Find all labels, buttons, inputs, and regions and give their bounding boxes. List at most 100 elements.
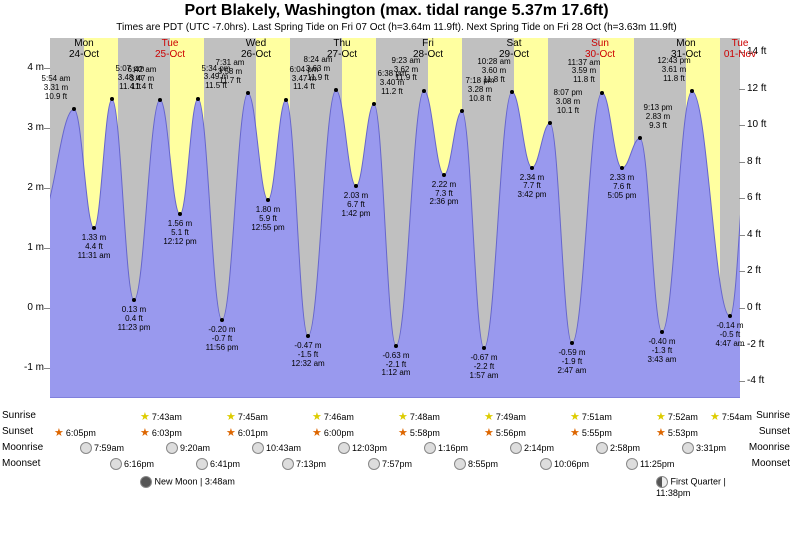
tide-point [548,121,552,125]
moonrise-label: Moonrise [2,442,43,453]
tide-label: -0.59 m-1.9 ft2:47 am [558,349,587,375]
tide-point [638,136,642,140]
tide-label: 2.22 m7.3 ft2:36 pm [430,181,459,207]
row-sunset-item: ★6:01pm [226,426,268,439]
tide-point [158,98,162,102]
y-axis-right-ft: -4 ft-2 ft0 ft2 ft4 ft6 ft8 ft10 ft12 ft… [743,38,793,398]
y-tick-m: 1 m [4,242,44,253]
row-sunrise-item: ★7:52am [656,410,698,423]
tide-label: 7:31 am3.58 m11.7 ft [216,59,245,85]
tide-label: 1.80 m5.9 ft12:55 pm [251,206,284,232]
row-sunrise-item: ★7:43am [140,410,182,423]
day-header: Mon24-Oct [41,38,127,60]
tide-label: 1.56 m5.1 ft12:12 pm [163,220,196,246]
moonset-label-r: Moonset [752,458,790,469]
tide-point [72,107,76,111]
tide-point [334,88,338,92]
tide-label: -0.47 m-1.5 ft12:32 am [291,342,324,368]
moon-phase-note: New Moon | 3:48am [140,476,235,488]
day-header: Wed26-Oct [213,38,299,60]
tide-label: 10:28 am3.60 m11.8 ft [477,58,510,84]
y-tick-ft: 4 ft [747,229,787,240]
tide-point [530,166,534,170]
tide-label: -0.63 m-2.1 ft1:12 am [382,352,411,378]
tide-label: 5:54 am3.31 m10.9 ft [42,75,71,101]
row-moonrise-item: 1:16pm [424,442,468,454]
sunrise-label-r: Sunrise [756,410,790,421]
row-moonset-item: 7:57pm [368,458,412,470]
day-header: Tue01-Nov [697,38,783,60]
tide-point [110,97,114,101]
sunrise-label: Sunrise [2,410,36,421]
tide-point [728,314,732,318]
tide-label: -0.67 m-2.2 ft1:57 am [470,354,499,380]
row-moonrise-item: 7:59am [80,442,124,454]
y-tick-ft: 10 ft [747,119,787,130]
row-sunset-item: ★5:56pm [484,426,526,439]
row-moonset-item: 6:41pm [196,458,240,470]
tide-point [394,344,398,348]
y-tick-ft: -4 ft [747,375,787,386]
chart-title: Port Blakely, Washington (max. tidal ran… [0,2,793,20]
tide-label: 0.13 m0.4 ft11:23 pm [118,306,151,332]
row-sunset-item: ★5:53pm [656,426,698,439]
row-sunrise-item: ★7:51am [570,410,612,423]
row-sunset-item: ★6:03pm [140,426,182,439]
row-sunrise-item: ★7:54am [710,410,752,423]
tide-point [600,91,604,95]
day-header: Tue25-Oct [127,38,213,60]
tide-label: 11:37 am3.59 m11.8 ft [568,59,601,85]
row-moonrise-item: 12:03pm [338,442,387,454]
row-sunset-item: ★5:58pm [398,426,440,439]
moonrise-label-r: Moonrise [749,442,790,453]
tide-label: 8:07 pm3.08 m10.1 ft [554,89,583,115]
tide-label: -0.20 m-0.7 ft11:56 pm [206,326,239,352]
tide-label: 2.34 m7.7 ft3:42 pm [518,174,547,200]
tide-label: 9:23 am3.62 m11.9 ft [392,57,421,83]
sunset-label-r: Sunset [759,426,790,437]
row-moonset-item: 7:13pm [282,458,326,470]
tide-chart: Port Blakely, Washington (max. tidal ran… [0,0,793,539]
tide-point [510,90,514,94]
tide-label: 2.03 m6.7 ft1:42 pm [342,192,371,218]
tide-label: 6:42 am3.47 m11.4 ft [128,66,157,92]
row-moonrise-item: 10:43am [252,442,301,454]
sunset-row: Sunset Sunset ★6:05pm★6:03pm★6:01pm★6:00… [50,426,740,440]
row-sunrise-item: ★7:48am [398,410,440,423]
tide-point [690,89,694,93]
chart-subtitle: Times are PDT (UTC -7.0hrs). Last Spring… [0,22,793,33]
tide-point [284,98,288,102]
tide-point [246,91,250,95]
tide-point [266,198,270,202]
tide-point [220,318,224,322]
tide-point [422,89,426,93]
tide-label: -0.14 m-0.5 ft4:47 am [716,322,745,348]
row-sunset-item: ★6:00pm [312,426,354,439]
tide-point [442,173,446,177]
y-tick-m: -1 m [4,362,44,373]
moonrise-row: Moonrise Moonrise 7:59am9:20am10:43am12:… [50,442,740,456]
tide-label: 8:24 am3.63 m11.9 ft [304,56,333,82]
y-tick-ft: -2 ft [747,339,787,350]
tide-point [372,102,376,106]
tide-point [196,97,200,101]
tide-point [354,184,358,188]
y-tick-ft: 6 ft [747,192,787,203]
tide-label: 1.33 m4.4 ft11:31 am [78,234,111,260]
row-sunrise-item: ★7:46am [312,410,354,423]
row-moonrise-item: 2:14pm [510,442,554,454]
sunrise-row: Sunrise Sunrise ★7:43am★7:45am★7:46am★7:… [50,410,740,424]
moon-phase-row: New Moon | 3:48am First Quarter | 11:38p… [50,476,740,490]
row-sunset-item: ★6:05pm [54,426,96,439]
row-moonrise-item: 2:58pm [596,442,640,454]
y-tick-ft: 12 ft [747,83,787,94]
row-sunrise-item: ★7:45am [226,410,268,423]
tide-label: -0.40 m-1.3 ft3:43 am [648,338,677,364]
y-tick-m: 2 m [4,182,44,193]
tide-point [306,334,310,338]
tide-point [460,109,464,113]
tide-point [570,341,574,345]
row-moonset-item: 6:16pm [110,458,154,470]
row-moonrise-item: 3:31pm [682,442,726,454]
y-tick-ft: 2 ft [747,265,787,276]
